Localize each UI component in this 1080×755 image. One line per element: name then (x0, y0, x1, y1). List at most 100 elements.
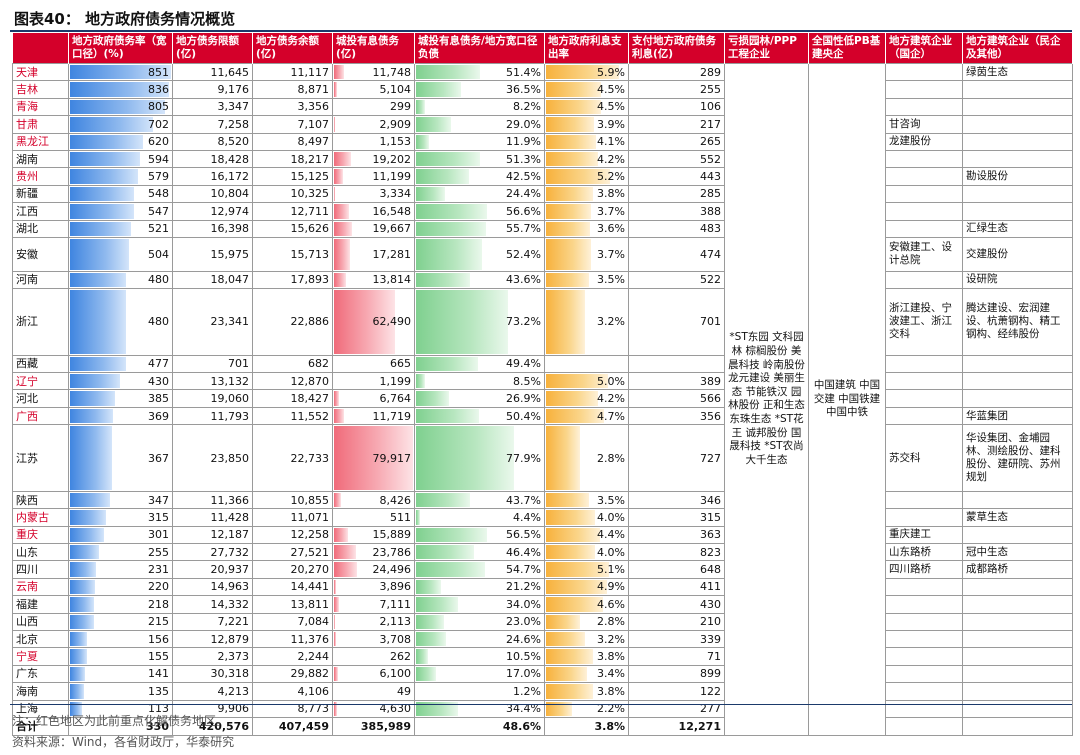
local-private-cell: 冠中生态 (962, 543, 1073, 562)
lgfv-debt-cell-bar (334, 117, 335, 132)
lgfv-ratio-cell-bar (416, 426, 515, 490)
local-soe-cell (885, 595, 963, 614)
lgfv-ratio-cell-bar (416, 238, 482, 270)
debt-rate-cell: 477 (68, 354, 173, 374)
lgfv-ratio-cell-bar (416, 614, 444, 629)
interest-rate-cell: 5.0% (544, 372, 629, 391)
local-soe-cell (885, 389, 963, 408)
lgfv-ratio-cell: 54.7% (414, 560, 545, 579)
lgfv-ratio-cell: 73.2% (414, 288, 545, 356)
lgfv-ratio-cell: 51.3% (414, 149, 545, 169)
lgfv-ratio-cell: 8.5% (414, 372, 545, 391)
debt-rate-cell: 155 (68, 647, 173, 666)
lgfv-ratio-cell: 26.9% (414, 389, 545, 408)
interest-rate-cell-bar (546, 597, 603, 612)
interest-rate-cell-bar (546, 579, 607, 595)
lgfv-debt-cell-bar (334, 545, 357, 560)
debt-limit-cell: 18,047 (172, 270, 253, 290)
region-cell: 江西 (12, 202, 69, 221)
local-soe-cell: 重庆建工 (885, 525, 963, 545)
lgfv-debt-cell: 4,630 (332, 699, 415, 718)
lgfv-debt-cell: 17,281 (332, 236, 415, 272)
debt-limit-cell: 14,963 (172, 577, 253, 597)
debt-rate-cell-bar (70, 272, 127, 288)
debt-limit-cell: 16,398 (172, 219, 253, 238)
interest-rate-cell-bar (546, 492, 589, 508)
local-private-cell (962, 664, 1073, 684)
region-cell: 湖北 (12, 219, 69, 238)
debt-balance-cell: 10,325 (252, 184, 333, 204)
interest-paid-cell: 265 (628, 132, 725, 151)
debt-rate-cell: 218 (68, 595, 173, 614)
interest-paid-cell: 356 (628, 406, 725, 426)
lgfv-ratio-cell-value: 34.4% (506, 702, 541, 716)
interest-paid-cell: 339 (628, 629, 725, 649)
lgfv-ratio-cell-bar (416, 221, 486, 236)
local-soe-cell (885, 270, 963, 290)
lgfv-debt-cell-bar (334, 65, 344, 80)
debt-rate-cell-bar (70, 666, 86, 682)
interest-rate-cell-bar (546, 169, 611, 184)
debt-balance-cell: 12,870 (252, 372, 333, 391)
lgfv-debt-cell-value: 1,199 (379, 374, 412, 388)
region-cell: 浙江 (12, 288, 69, 356)
debt-rate-cell: 579 (68, 167, 173, 186)
lgfv-debt-cell: 299 (332, 97, 415, 117)
header-central-soe: 全国性低PB基建央企 (808, 33, 886, 64)
debt-rate-cell: 702 (68, 115, 173, 134)
debt-rate-cell-value: 255 (148, 545, 169, 559)
local-private-cell (962, 612, 1073, 631)
lgfv-debt-cell-bar (334, 169, 344, 184)
interest-rate-cell: 4.0% (544, 543, 629, 562)
lgfv-debt-cell-value: 16,548 (372, 204, 412, 218)
local-soe-cell: 甘咨询 (885, 115, 963, 134)
debt-rate-cell-bar (70, 510, 107, 525)
interest-rate-cell-bar (546, 631, 585, 647)
local-private-cell: 成都路桥 (962, 560, 1073, 579)
debt-rate-cell: 851 (68, 62, 173, 82)
interest-rate-cell-value: 2.8% (597, 451, 625, 465)
table-row: 重庆 301 12,187 12,258 15,889 56.5% 4.4% 363 重庆建工 (12, 525, 1073, 545)
region-cell: 辽宁 (12, 372, 69, 391)
total-lgfv-debt: 385,989 (332, 716, 415, 736)
interest-rate-cell: 3.4% (544, 664, 629, 684)
lgfv-ratio-cell-bar (416, 134, 430, 149)
interest-rate-cell-bar (546, 204, 592, 219)
debt-rate-cell: 255 (68, 543, 173, 562)
lgfv-ratio-cell: 17.0% (414, 664, 545, 684)
debt-limit-cell: 11,366 (172, 490, 253, 510)
debt-rate-cell: 220 (68, 577, 173, 597)
debt-limit-cell: 10,804 (172, 184, 253, 204)
lgfv-ratio-cell-value: 26.9% (506, 392, 541, 406)
lgfv-debt-cell-value: 49 (397, 684, 411, 698)
interest-paid-cell: 285 (628, 184, 725, 204)
header-ppp-companies: 亏损园林/PPP工程企业 (724, 33, 809, 64)
debt-balance-cell: 27,521 (252, 543, 333, 562)
lgfv-debt-cell-bar (334, 391, 339, 406)
total-row: 合计 330 420,576 407,459 385,989 48.6% 3.8% 12,27… (12, 716, 1073, 736)
table-row: 辽宁 430 13,132 12,870 1,199 8.5% 5.0% 389 (12, 372, 1073, 391)
local-soe-cell (885, 612, 963, 631)
local-soe-cell (885, 629, 963, 649)
debt-rate-cell-bar (70, 186, 135, 202)
table-row: 海南 135 4,213 4,106 49 1.2% 3.8% 122 (12, 682, 1073, 701)
local-private-cell (962, 577, 1073, 597)
local-soe-cell (885, 647, 963, 666)
local-private-cell (962, 389, 1073, 408)
interest-rate-cell-bar (546, 614, 580, 629)
debt-balance-cell: 8,773 (252, 699, 333, 718)
debt-rate-cell-value: 521 (148, 222, 169, 236)
table-row: 宁夏 155 2,373 2,244 262 10.5% 3.8% 71 (12, 647, 1073, 666)
table-row: 安徽 504 15,975 15,713 17,281 52.4% 3.7% 474 安徽建工、… (12, 236, 1073, 272)
table-row: 福建 218 14,332 13,811 7,111 34.0% 4.6% 430 (12, 595, 1073, 614)
local-soe-cell (885, 219, 963, 238)
lgfv-ratio-cell-bar (416, 374, 425, 389)
debt-rate-cell-bar (70, 426, 113, 490)
interest-rate-cell-bar (546, 408, 605, 424)
lgfv-ratio-cell: 56.6% (414, 202, 545, 221)
interest-rate-cell-bar (546, 151, 598, 167)
debt-balance-cell: 11,071 (252, 508, 333, 527)
total-lgfv-ratio: 48.6% (414, 716, 545, 736)
lgfv-ratio-cell-value: 1.2% (513, 684, 541, 698)
region-cell: 天津 (12, 62, 69, 82)
